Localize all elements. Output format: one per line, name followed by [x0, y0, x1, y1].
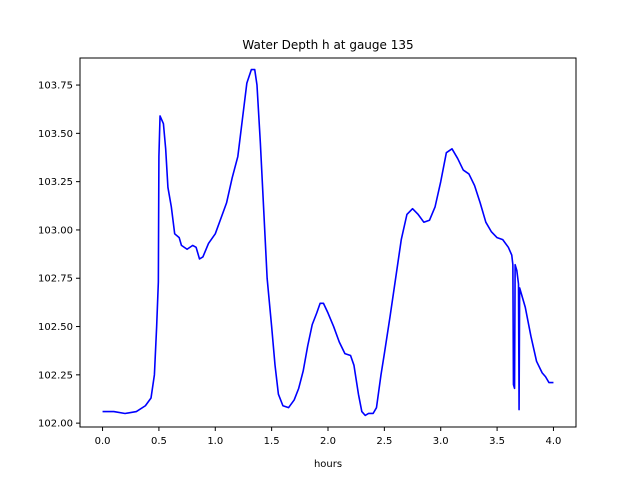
series-layer [102, 68, 554, 417]
x-tick-label: 4.0 [546, 436, 562, 447]
x-tick-label: 2.0 [320, 436, 336, 447]
x-tick-label: 1.0 [207, 436, 223, 447]
chart-title: Water Depth h at gauge 135 [242, 38, 413, 52]
plot-frame [79, 57, 577, 428]
y-tick-label: 103.75 [38, 81, 73, 92]
y-tick-label: 102.75 [38, 274, 73, 285]
x-axis-label: hours [314, 459, 342, 470]
x-tick-label: 0.5 [151, 436, 167, 447]
y-tick-label: 103.50 [38, 129, 73, 140]
x-tick-label: 3.0 [433, 436, 449, 447]
y-axis: 102.00 102.25 102.50 102.75 103.00 103.25 103.… [38, 81, 80, 430]
y-tick-label: 103.25 [38, 177, 73, 188]
y-tick-label: 102.00 [38, 419, 73, 430]
x-tick-label: 3.5 [489, 436, 505, 447]
x-tick-label: 2.5 [376, 436, 392, 447]
y-tick-label: 102.50 [38, 322, 73, 333]
x-tick-label: 1.5 [264, 436, 280, 447]
y-tick-label: 103.00 [38, 225, 73, 236]
y-tick-label: 102.25 [38, 370, 73, 381]
x-axis: 0.0 0.5 1.0 1.5 2.0 2.5 3.0 3.5 4.0 [95, 427, 562, 447]
series-line-water-depth [102, 68, 554, 417]
x-tick-label: 0.0 [95, 436, 111, 447]
